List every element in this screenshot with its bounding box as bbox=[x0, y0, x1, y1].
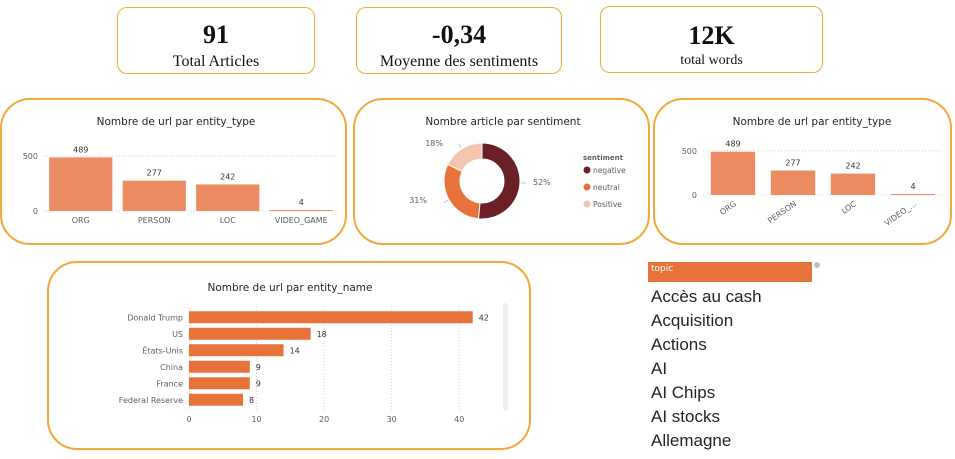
x-tick-label: PERSON bbox=[138, 216, 171, 225]
x-tick-label: ORG bbox=[72, 216, 90, 225]
x-tick-label: PERSON bbox=[766, 199, 798, 225]
data-label: 42 bbox=[479, 313, 489, 322]
bar bbox=[710, 151, 756, 195]
data-label: 489 bbox=[73, 145, 88, 154]
x-tick-label: 40 bbox=[454, 415, 464, 424]
kpi-value: 12K bbox=[688, 21, 735, 50]
chart-title: Nombre article par sentiment bbox=[425, 116, 580, 128]
kpi-sentiment-average: -0,34 Moyenne des sentiments bbox=[356, 7, 562, 74]
bar bbox=[189, 311, 473, 324]
y-tick-label: 500 bbox=[682, 147, 697, 156]
slicer-item[interactable]: Accès au cash bbox=[651, 287, 762, 306]
kpi-label: Total Articles bbox=[172, 53, 260, 70]
y-tick-label: France bbox=[156, 379, 183, 388]
pie-slice bbox=[443, 163, 481, 220]
legend-marker bbox=[583, 200, 591, 208]
x-tick-label: ORG bbox=[718, 199, 738, 217]
bar bbox=[189, 344, 284, 357]
y-tick-label: Federal Reserve bbox=[119, 396, 183, 405]
entity-name-bar-chart-card: Nombre de url par entity_name 0 10 20 30 40 42… bbox=[47, 261, 531, 450]
pie-slice bbox=[477, 142, 521, 220]
kpi-value: -0,34 bbox=[431, 20, 487, 49]
chart-title: Nombre de url par entity_type bbox=[733, 116, 892, 128]
topic-slicer-header[interactable]: topic bbox=[648, 262, 812, 282]
kpi-total-articles: 91 Total Articles bbox=[117, 7, 315, 74]
entity-name-bar-chart: Nombre de url par entity_name 0 10 20 30 40 42… bbox=[119, 282, 508, 424]
sentiment-donut-chart: Nombre article par sentiment 52% 31% 18% sen… bbox=[409, 116, 626, 220]
legend-marker bbox=[583, 183, 591, 191]
y-tick-label: 0 bbox=[33, 207, 38, 216]
chart-title: Nombre de url par entity_type bbox=[97, 116, 256, 128]
data-label: 14 bbox=[290, 346, 300, 355]
slicer-item[interactable]: Acquisition bbox=[651, 311, 734, 330]
bar bbox=[269, 210, 333, 211]
data-label: 4 bbox=[299, 198, 304, 207]
y-tick-label: China bbox=[160, 363, 183, 372]
y-tick-label: États-Unis bbox=[142, 344, 183, 355]
x-tick-label: 10 bbox=[251, 415, 261, 424]
x-tick-label: 0 bbox=[186, 415, 191, 424]
entity-type-bar-chart: Nombre de url par entity_type 500 0 489 ORG 2… bbox=[23, 116, 338, 225]
bar bbox=[189, 393, 244, 406]
kpi-label: Moyenne des sentiments bbox=[379, 53, 539, 70]
entity-type-bar-chart-2: Nombre de url par entity_type 500 0 489 ORG 2… bbox=[682, 116, 943, 228]
slicer-item[interactable]: AI Chips bbox=[651, 383, 716, 402]
legend-title: sentiment bbox=[583, 154, 624, 162]
bar bbox=[122, 180, 186, 211]
y-tick-label: 0 bbox=[692, 191, 697, 200]
data-label: 242 bbox=[220, 172, 235, 181]
slice-label: 31% bbox=[409, 196, 427, 205]
slice-leader-line bbox=[458, 143, 462, 149]
x-tick-label: 30 bbox=[387, 415, 397, 424]
x-tick-label: VIDEO_GAME bbox=[275, 216, 328, 225]
data-label: 18 bbox=[317, 330, 327, 339]
topic-slicer-title: topic bbox=[651, 264, 674, 274]
topic-slicer-list: Accès au cash Acquisition Actions AI AI … bbox=[651, 285, 851, 459]
data-label: 489 bbox=[725, 140, 740, 149]
bar bbox=[830, 173, 876, 195]
data-label: 9 bbox=[256, 363, 261, 372]
sentiment-donut-chart-card: Nombre article par sentiment 52% 31% 18% sen… bbox=[353, 98, 650, 245]
slicer-scrollbar[interactable] bbox=[814, 262, 820, 268]
kpi-value: 91 bbox=[203, 20, 229, 49]
data-label: 4 bbox=[910, 182, 915, 191]
x-tick-label: LOC bbox=[840, 199, 859, 216]
bar bbox=[770, 170, 816, 195]
data-label: 9 bbox=[256, 379, 261, 388]
x-tick-label: 20 bbox=[319, 415, 329, 424]
slice-label: 52% bbox=[533, 178, 551, 187]
data-label: 277 bbox=[147, 169, 162, 178]
legend-label: negative bbox=[593, 166, 626, 175]
legend-marker bbox=[583, 166, 591, 174]
bar bbox=[189, 327, 311, 340]
slicer-item[interactable]: Actions bbox=[651, 335, 707, 354]
x-tick-label: LOC bbox=[220, 216, 236, 225]
bar bbox=[189, 377, 250, 390]
y-tick-label: US bbox=[172, 330, 183, 339]
bar bbox=[189, 360, 250, 373]
data-label: 8 bbox=[249, 396, 254, 405]
entity-type-bar-chart-2-card: Nombre de url par entity_type 500 0 489 ORG 2… bbox=[653, 98, 952, 245]
legend-label: neutral bbox=[593, 183, 620, 192]
chart-title: Nombre de url par entity_name bbox=[207, 282, 372, 294]
y-tick-label: 500 bbox=[23, 152, 38, 161]
data-label: 277 bbox=[785, 158, 800, 167]
slice-label: 18% bbox=[425, 139, 443, 148]
pie-slice bbox=[447, 142, 483, 173]
slicer-item[interactable]: AI bbox=[651, 359, 668, 378]
y-tick-label: Donald Trump bbox=[127, 313, 183, 322]
legend-label: Positive bbox=[593, 200, 622, 209]
entity-type-bar-chart-card: Nombre de url par entity_type 500 0 489 ORG 2… bbox=[0, 98, 347, 245]
data-label: 242 bbox=[845, 162, 860, 171]
x-tick-label: VIDEO_... bbox=[883, 199, 918, 228]
slice-leader-line bbox=[443, 199, 449, 203]
kpi-label: total words bbox=[680, 53, 743, 68]
bar bbox=[49, 157, 113, 211]
chart-scrollbar bbox=[503, 303, 508, 411]
bar bbox=[196, 184, 260, 211]
slicer-item[interactable]: Allemagne bbox=[651, 431, 732, 450]
kpi-total-words: 12K total words bbox=[600, 6, 823, 73]
slicer-item[interactable]: AI stocks bbox=[651, 407, 720, 426]
bar bbox=[890, 194, 936, 195]
